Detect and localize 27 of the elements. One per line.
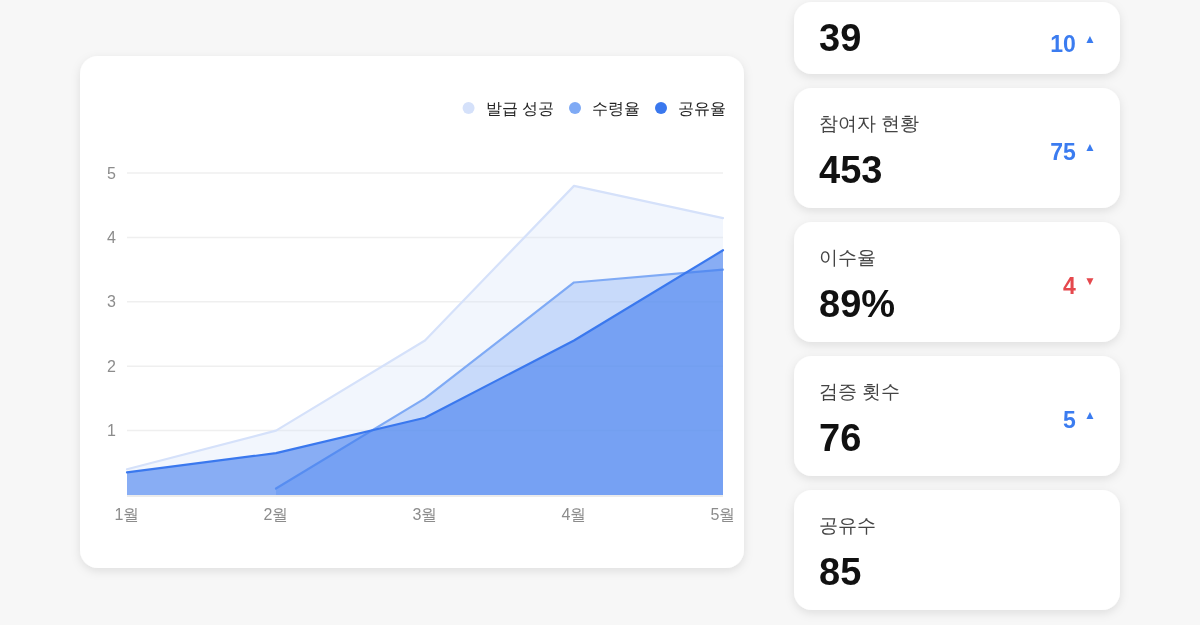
x-tick-label: 2월 xyxy=(263,505,289,523)
category-label: 공유수 xyxy=(819,514,876,536)
y-tick-label: 1 xyxy=(107,422,117,440)
legend-label: 발급 성공 xyxy=(485,99,554,117)
data-label: 76 xyxy=(819,417,862,459)
annotation: 39 xyxy=(819,17,862,59)
data-label: 4 $^{▼}$ xyxy=(1062,273,1096,299)
x-tick-label: 1월 xyxy=(114,505,140,523)
data-label: 85 xyxy=(819,551,862,593)
x-tick-label: 4월 xyxy=(561,505,587,523)
annotation: 10 $^{▲}$ xyxy=(1050,31,1096,57)
data-label: 453 xyxy=(819,149,883,191)
data-label: 75 $^{▲}$ xyxy=(1050,139,1096,165)
x-tick-label: 5월 xyxy=(710,505,736,523)
y-tick-label: 2 xyxy=(107,357,117,375)
category-label: 참여자 현황 xyxy=(819,112,920,134)
y-tick-label: 5 xyxy=(107,164,117,182)
data-label: 5 $^{▲}$ xyxy=(1062,407,1096,433)
data-label: 89% xyxy=(819,283,896,325)
category-label: 검증 횟수 xyxy=(819,380,901,402)
x-tick-label: 3월 xyxy=(412,505,438,523)
legend-label: 수령율 xyxy=(592,99,640,117)
y-tick-label: 4 xyxy=(107,228,117,246)
card: 공유수 85 xyxy=(794,490,1120,610)
legend-label: 공유율 xyxy=(678,99,726,117)
category-label: 이수율 xyxy=(819,246,876,268)
y-tick-label: 3 xyxy=(107,293,117,311)
